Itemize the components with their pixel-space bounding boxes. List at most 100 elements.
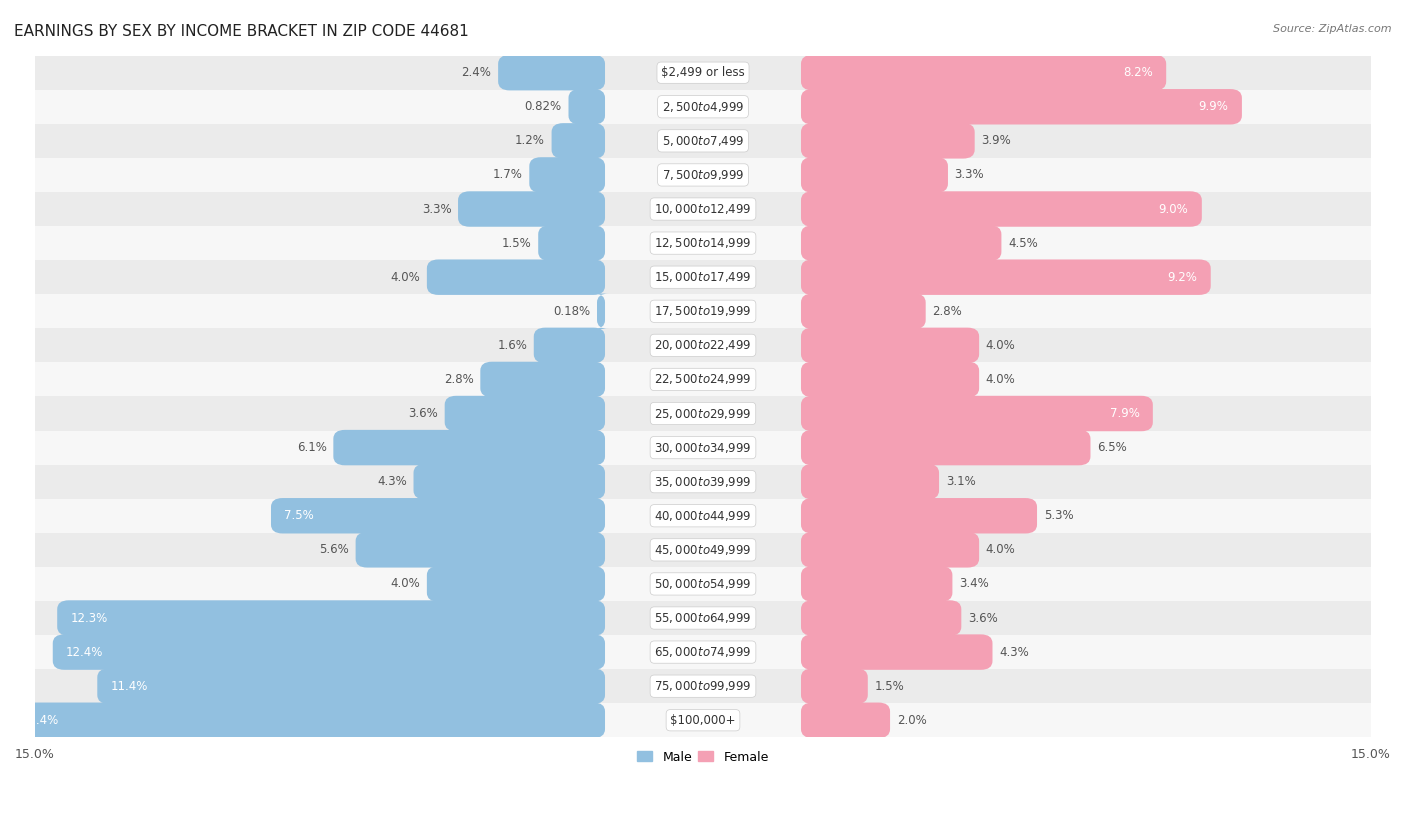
- FancyBboxPatch shape: [8, 702, 605, 738]
- FancyBboxPatch shape: [801, 191, 1202, 227]
- Text: 4.0%: 4.0%: [391, 271, 420, 284]
- Text: 13.4%: 13.4%: [21, 714, 59, 727]
- Text: $65,000 to $74,999: $65,000 to $74,999: [654, 645, 752, 659]
- FancyBboxPatch shape: [458, 191, 605, 227]
- Text: 4.5%: 4.5%: [1008, 237, 1038, 250]
- Text: 2.8%: 2.8%: [932, 305, 962, 318]
- FancyBboxPatch shape: [534, 328, 605, 363]
- FancyBboxPatch shape: [801, 123, 974, 159]
- Text: 0.82%: 0.82%: [524, 100, 562, 113]
- Bar: [35, 260, 1371, 294]
- Text: $17,500 to $19,999: $17,500 to $19,999: [654, 304, 752, 318]
- Bar: [35, 294, 1371, 328]
- FancyBboxPatch shape: [801, 533, 979, 567]
- Text: 5.6%: 5.6%: [319, 543, 349, 556]
- FancyBboxPatch shape: [801, 464, 939, 499]
- Bar: [35, 328, 1371, 363]
- FancyBboxPatch shape: [551, 123, 605, 159]
- FancyBboxPatch shape: [801, 89, 1241, 124]
- Text: 9.2%: 9.2%: [1167, 271, 1198, 284]
- Text: $20,000 to $22,499: $20,000 to $22,499: [654, 338, 752, 352]
- Bar: [35, 703, 1371, 737]
- Text: 0.18%: 0.18%: [553, 305, 591, 318]
- FancyBboxPatch shape: [801, 668, 868, 704]
- Text: 8.2%: 8.2%: [1123, 66, 1153, 79]
- Bar: [35, 158, 1371, 192]
- Text: $10,000 to $12,499: $10,000 to $12,499: [654, 202, 752, 216]
- FancyBboxPatch shape: [97, 668, 605, 704]
- Text: 1.5%: 1.5%: [875, 680, 904, 693]
- Bar: [35, 601, 1371, 635]
- Text: 2.8%: 2.8%: [444, 373, 474, 386]
- Text: $100,000+: $100,000+: [671, 714, 735, 727]
- Text: EARNINGS BY SEX BY INCOME BRACKET IN ZIP CODE 44681: EARNINGS BY SEX BY INCOME BRACKET IN ZIP…: [14, 24, 468, 39]
- Text: $5,000 to $7,499: $5,000 to $7,499: [662, 134, 744, 148]
- Text: $35,000 to $39,999: $35,000 to $39,999: [654, 475, 752, 489]
- Text: 1.5%: 1.5%: [502, 237, 531, 250]
- Bar: [35, 192, 1371, 226]
- FancyBboxPatch shape: [801, 566, 952, 602]
- FancyBboxPatch shape: [413, 464, 605, 499]
- Bar: [35, 55, 1371, 89]
- Text: $12,500 to $14,999: $12,500 to $14,999: [654, 236, 752, 250]
- FancyBboxPatch shape: [498, 55, 605, 90]
- Text: $50,000 to $54,999: $50,000 to $54,999: [654, 577, 752, 591]
- FancyBboxPatch shape: [271, 498, 605, 533]
- Text: 9.0%: 9.0%: [1159, 202, 1188, 215]
- Bar: [35, 124, 1371, 158]
- FancyBboxPatch shape: [801, 396, 1153, 431]
- Text: 2.4%: 2.4%: [461, 66, 492, 79]
- FancyBboxPatch shape: [538, 225, 605, 261]
- Text: 3.6%: 3.6%: [967, 611, 998, 624]
- FancyBboxPatch shape: [481, 362, 605, 398]
- FancyBboxPatch shape: [801, 157, 948, 193]
- Text: 4.3%: 4.3%: [1000, 646, 1029, 659]
- FancyBboxPatch shape: [593, 293, 609, 329]
- FancyBboxPatch shape: [801, 293, 925, 329]
- Text: 1.7%: 1.7%: [492, 168, 523, 181]
- Text: 2.0%: 2.0%: [897, 714, 927, 727]
- Bar: [35, 431, 1371, 465]
- Text: $55,000 to $64,999: $55,000 to $64,999: [654, 611, 752, 625]
- Bar: [35, 533, 1371, 567]
- Text: 12.4%: 12.4%: [66, 646, 104, 659]
- FancyBboxPatch shape: [356, 533, 605, 567]
- Text: 4.0%: 4.0%: [391, 577, 420, 590]
- Text: 3.3%: 3.3%: [955, 168, 984, 181]
- FancyBboxPatch shape: [444, 396, 605, 431]
- Text: 3.4%: 3.4%: [959, 577, 988, 590]
- Bar: [35, 397, 1371, 431]
- Text: 4.0%: 4.0%: [986, 339, 1015, 352]
- Text: $15,000 to $17,499: $15,000 to $17,499: [654, 270, 752, 285]
- Text: 7.9%: 7.9%: [1109, 407, 1139, 420]
- FancyBboxPatch shape: [801, 634, 993, 670]
- Bar: [35, 363, 1371, 397]
- FancyBboxPatch shape: [53, 634, 605, 670]
- Bar: [35, 465, 1371, 498]
- Bar: [35, 226, 1371, 260]
- Text: 1.6%: 1.6%: [498, 339, 527, 352]
- FancyBboxPatch shape: [801, 498, 1038, 533]
- Text: 6.5%: 6.5%: [1097, 441, 1126, 454]
- Bar: [35, 567, 1371, 601]
- Bar: [35, 498, 1371, 533]
- Text: $30,000 to $34,999: $30,000 to $34,999: [654, 441, 752, 454]
- Bar: [35, 669, 1371, 703]
- FancyBboxPatch shape: [801, 328, 979, 363]
- Text: 11.4%: 11.4%: [111, 680, 148, 693]
- Text: $75,000 to $99,999: $75,000 to $99,999: [654, 679, 752, 693]
- FancyBboxPatch shape: [801, 259, 1211, 295]
- Text: $7,500 to $9,999: $7,500 to $9,999: [662, 168, 744, 182]
- FancyBboxPatch shape: [801, 702, 890, 738]
- Text: $2,500 to $4,999: $2,500 to $4,999: [662, 100, 744, 114]
- Text: 9.9%: 9.9%: [1199, 100, 1229, 113]
- Text: $40,000 to $44,999: $40,000 to $44,999: [654, 509, 752, 523]
- Bar: [35, 635, 1371, 669]
- FancyBboxPatch shape: [801, 225, 1001, 261]
- Text: $22,500 to $24,999: $22,500 to $24,999: [654, 372, 752, 386]
- Text: 4.0%: 4.0%: [986, 373, 1015, 386]
- FancyBboxPatch shape: [58, 600, 605, 636]
- FancyBboxPatch shape: [801, 600, 962, 636]
- Text: 1.2%: 1.2%: [515, 134, 546, 147]
- Text: 3.6%: 3.6%: [408, 407, 439, 420]
